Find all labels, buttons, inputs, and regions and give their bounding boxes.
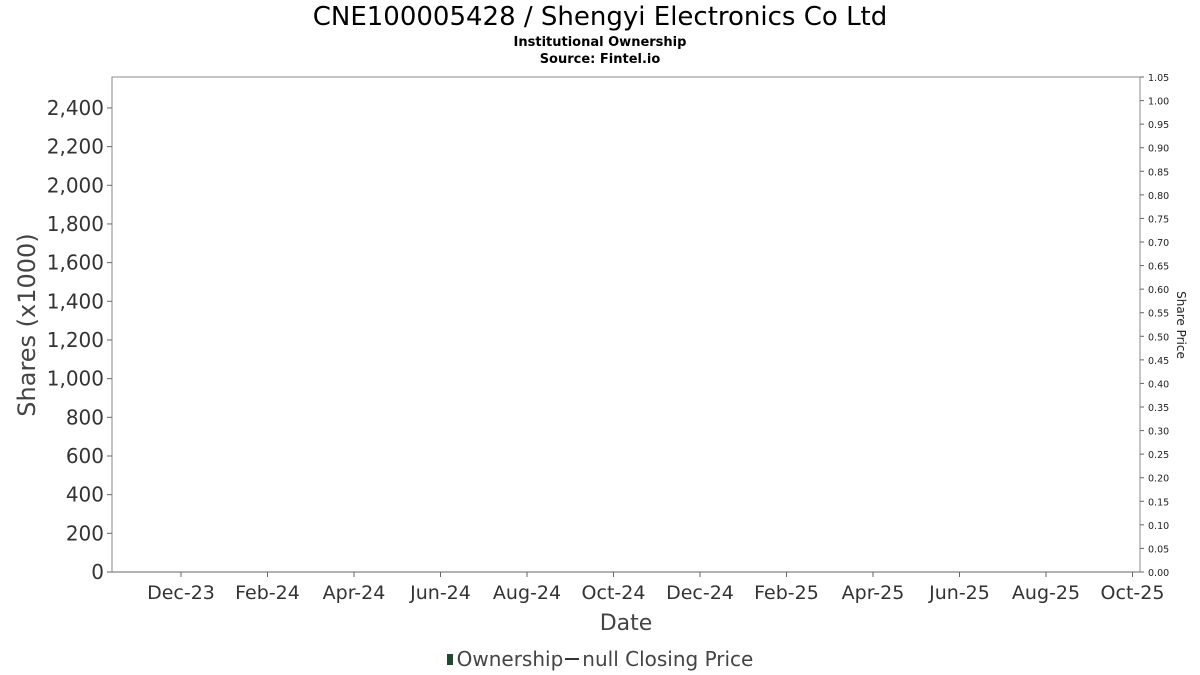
x-tick-label: Jun-24 — [409, 582, 471, 604]
x-tick-label: Dec-24 — [666, 582, 734, 604]
x-tick-label: Apr-24 — [323, 582, 386, 604]
y2-tick-label: 0.15 — [1148, 497, 1169, 508]
y-tick-label: 1,600 — [47, 251, 104, 275]
legend: Ownership null Closing Price — [0, 647, 1200, 671]
y2-tick-label: 0.65 — [1148, 262, 1169, 273]
chart-subtitle: Institutional Ownership — [513, 35, 687, 50]
x-tick-label: Oct-25 — [1101, 582, 1165, 604]
y2-tick-label: 0.85 — [1148, 167, 1169, 178]
y-tick-label: 1,400 — [47, 289, 104, 313]
y2-tick-label: 1.00 — [1148, 97, 1169, 108]
y2-tick-label: 0.60 — [1148, 285, 1169, 296]
y-tick-label: 2,200 — [47, 135, 104, 159]
x-tick-label: Aug-24 — [493, 582, 561, 604]
x-tick-label: Jun-25 — [928, 582, 990, 604]
y2-tick-label: 0.40 — [1148, 379, 1169, 390]
y-tick-label: 1,200 — [47, 328, 104, 352]
x-tick-label: Aug-25 — [1012, 582, 1080, 604]
y2-tick-label: 0.05 — [1148, 544, 1169, 555]
axes — [107, 76, 1144, 577]
chart-title: CNE100005428 / Shengyi Electronics Co Lt… — [312, 2, 888, 32]
legend-label-closing-price: null Closing Price — [582, 647, 754, 671]
x-tick-label: Apr-25 — [842, 582, 905, 604]
y-tick-label: 200 — [66, 521, 104, 545]
y-tick-label: 0 — [91, 560, 104, 584]
y-tick-label: 800 — [66, 405, 104, 429]
y-tick-label: 400 — [66, 483, 104, 507]
y2-tick-label: 0.55 — [1148, 309, 1169, 320]
y-tick-label: 2,400 — [47, 96, 104, 120]
x-axis-label: Date — [600, 611, 653, 636]
y2-axis-label: Share Price — [1174, 291, 1188, 359]
y-tick-label: 2,000 — [47, 173, 104, 197]
y2-tick-label: 0.00 — [1148, 568, 1169, 579]
y2-tick-label: 0.10 — [1148, 521, 1169, 532]
y-axis-label: Shares (x1000) — [13, 233, 41, 416]
y2-axis-tick-labels: 0.00 0.05 0.10 0.15 0.20 0.25 0.30 0.35 0.40 0.45… — [1148, 73, 1169, 579]
x-tick-label: Feb-24 — [235, 582, 300, 604]
y2-tick-label: 0.50 — [1148, 332, 1169, 343]
y2-tick-label: 0.45 — [1148, 356, 1169, 367]
x-tick-label: Oct-24 — [582, 582, 646, 604]
x-tick-label: Feb-25 — [754, 582, 819, 604]
y2-tick-label: 0.70 — [1148, 238, 1169, 249]
y-tick-label: 1,000 — [47, 367, 104, 391]
y2-tick-label: 0.35 — [1148, 403, 1169, 414]
legend-swatch-ownership — [446, 654, 453, 665]
y2-tick-label: 0.90 — [1148, 144, 1169, 155]
y2-tick-label: 0.95 — [1148, 120, 1169, 131]
y2-tick-label: 0.25 — [1148, 450, 1169, 461]
y-axis-tick-labels: 0 200 400 600 800 1,000 1,200 1,400 1,600 1,800 2,… — [47, 96, 104, 584]
y2-tick-label: 1.05 — [1148, 73, 1169, 84]
y-tick-label: 600 — [66, 444, 104, 468]
y2-tick-label: 0.20 — [1148, 474, 1169, 485]
x-tick-label: Dec-23 — [147, 582, 215, 604]
chart-source: Source: Fintel.io — [539, 52, 661, 67]
x-axis-tick-labels: Dec-23 Feb-24 Apr-24 Jun-24 Aug-24 Oct-24 Dec-… — [147, 582, 1164, 604]
y2-tick-label: 0.80 — [1148, 191, 1169, 202]
y2-tick-label: 0.30 — [1148, 427, 1169, 438]
y2-tick-label: 0.75 — [1148, 214, 1169, 225]
legend-label-ownership: Ownership — [456, 647, 564, 671]
y-tick-label: 1,800 — [47, 212, 104, 236]
legend-swatch-closing-price — [565, 658, 580, 660]
plot-frame — [111, 76, 1141, 573]
